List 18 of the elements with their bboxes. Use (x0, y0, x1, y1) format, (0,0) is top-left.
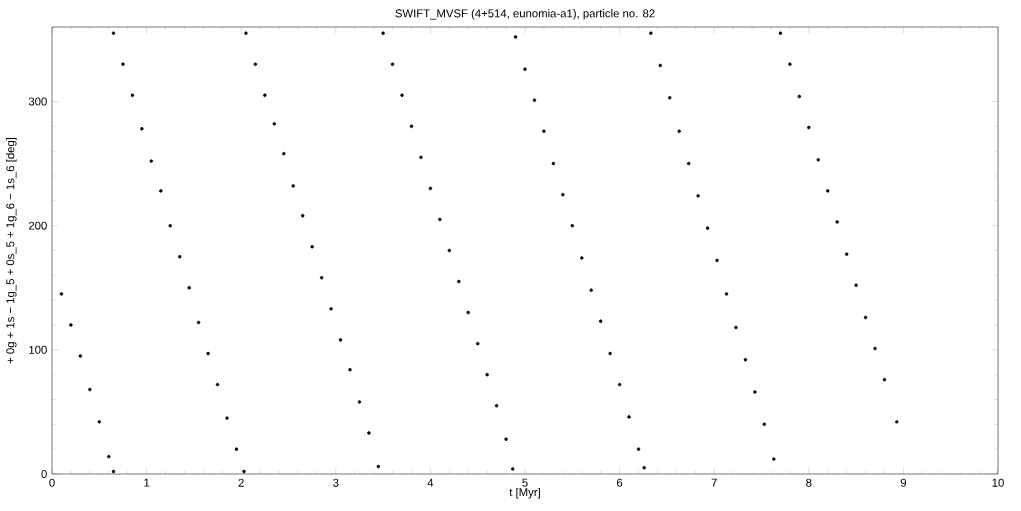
y-tick-label: 100 (29, 345, 47, 354)
x-tick-label: 1 (144, 478, 150, 487)
x-tick-label: 4 (427, 478, 434, 487)
y-axis-title: + 0g + 1s − 1g_5 + 0s_5 + 1g_6 − 1s_6 [deg] (5, 137, 17, 364)
x-axis-title: t [Myr] (509, 487, 540, 499)
x-tick-label: 5 (522, 478, 528, 487)
x-tick-label: 6 (617, 478, 623, 487)
x-tick-label: 3 (333, 478, 339, 487)
x-tick-label: 8 (806, 478, 812, 487)
y-tick-label: 0 (41, 470, 47, 479)
x-tick-label: 0 (49, 478, 55, 487)
x-tick-label: 2 (238, 478, 244, 487)
x-tick-label: 7 (711, 478, 717, 487)
y-tick-label: 300 (28, 97, 47, 106)
chart-title: SWIFT_MVSF (4+514, eunomia-a1), particle no. 82 (395, 9, 655, 20)
y-tick-label: 200 (28, 221, 47, 230)
x-tick-label: 10 (992, 478, 1004, 487)
x-tick-label: 9 (900, 478, 907, 487)
